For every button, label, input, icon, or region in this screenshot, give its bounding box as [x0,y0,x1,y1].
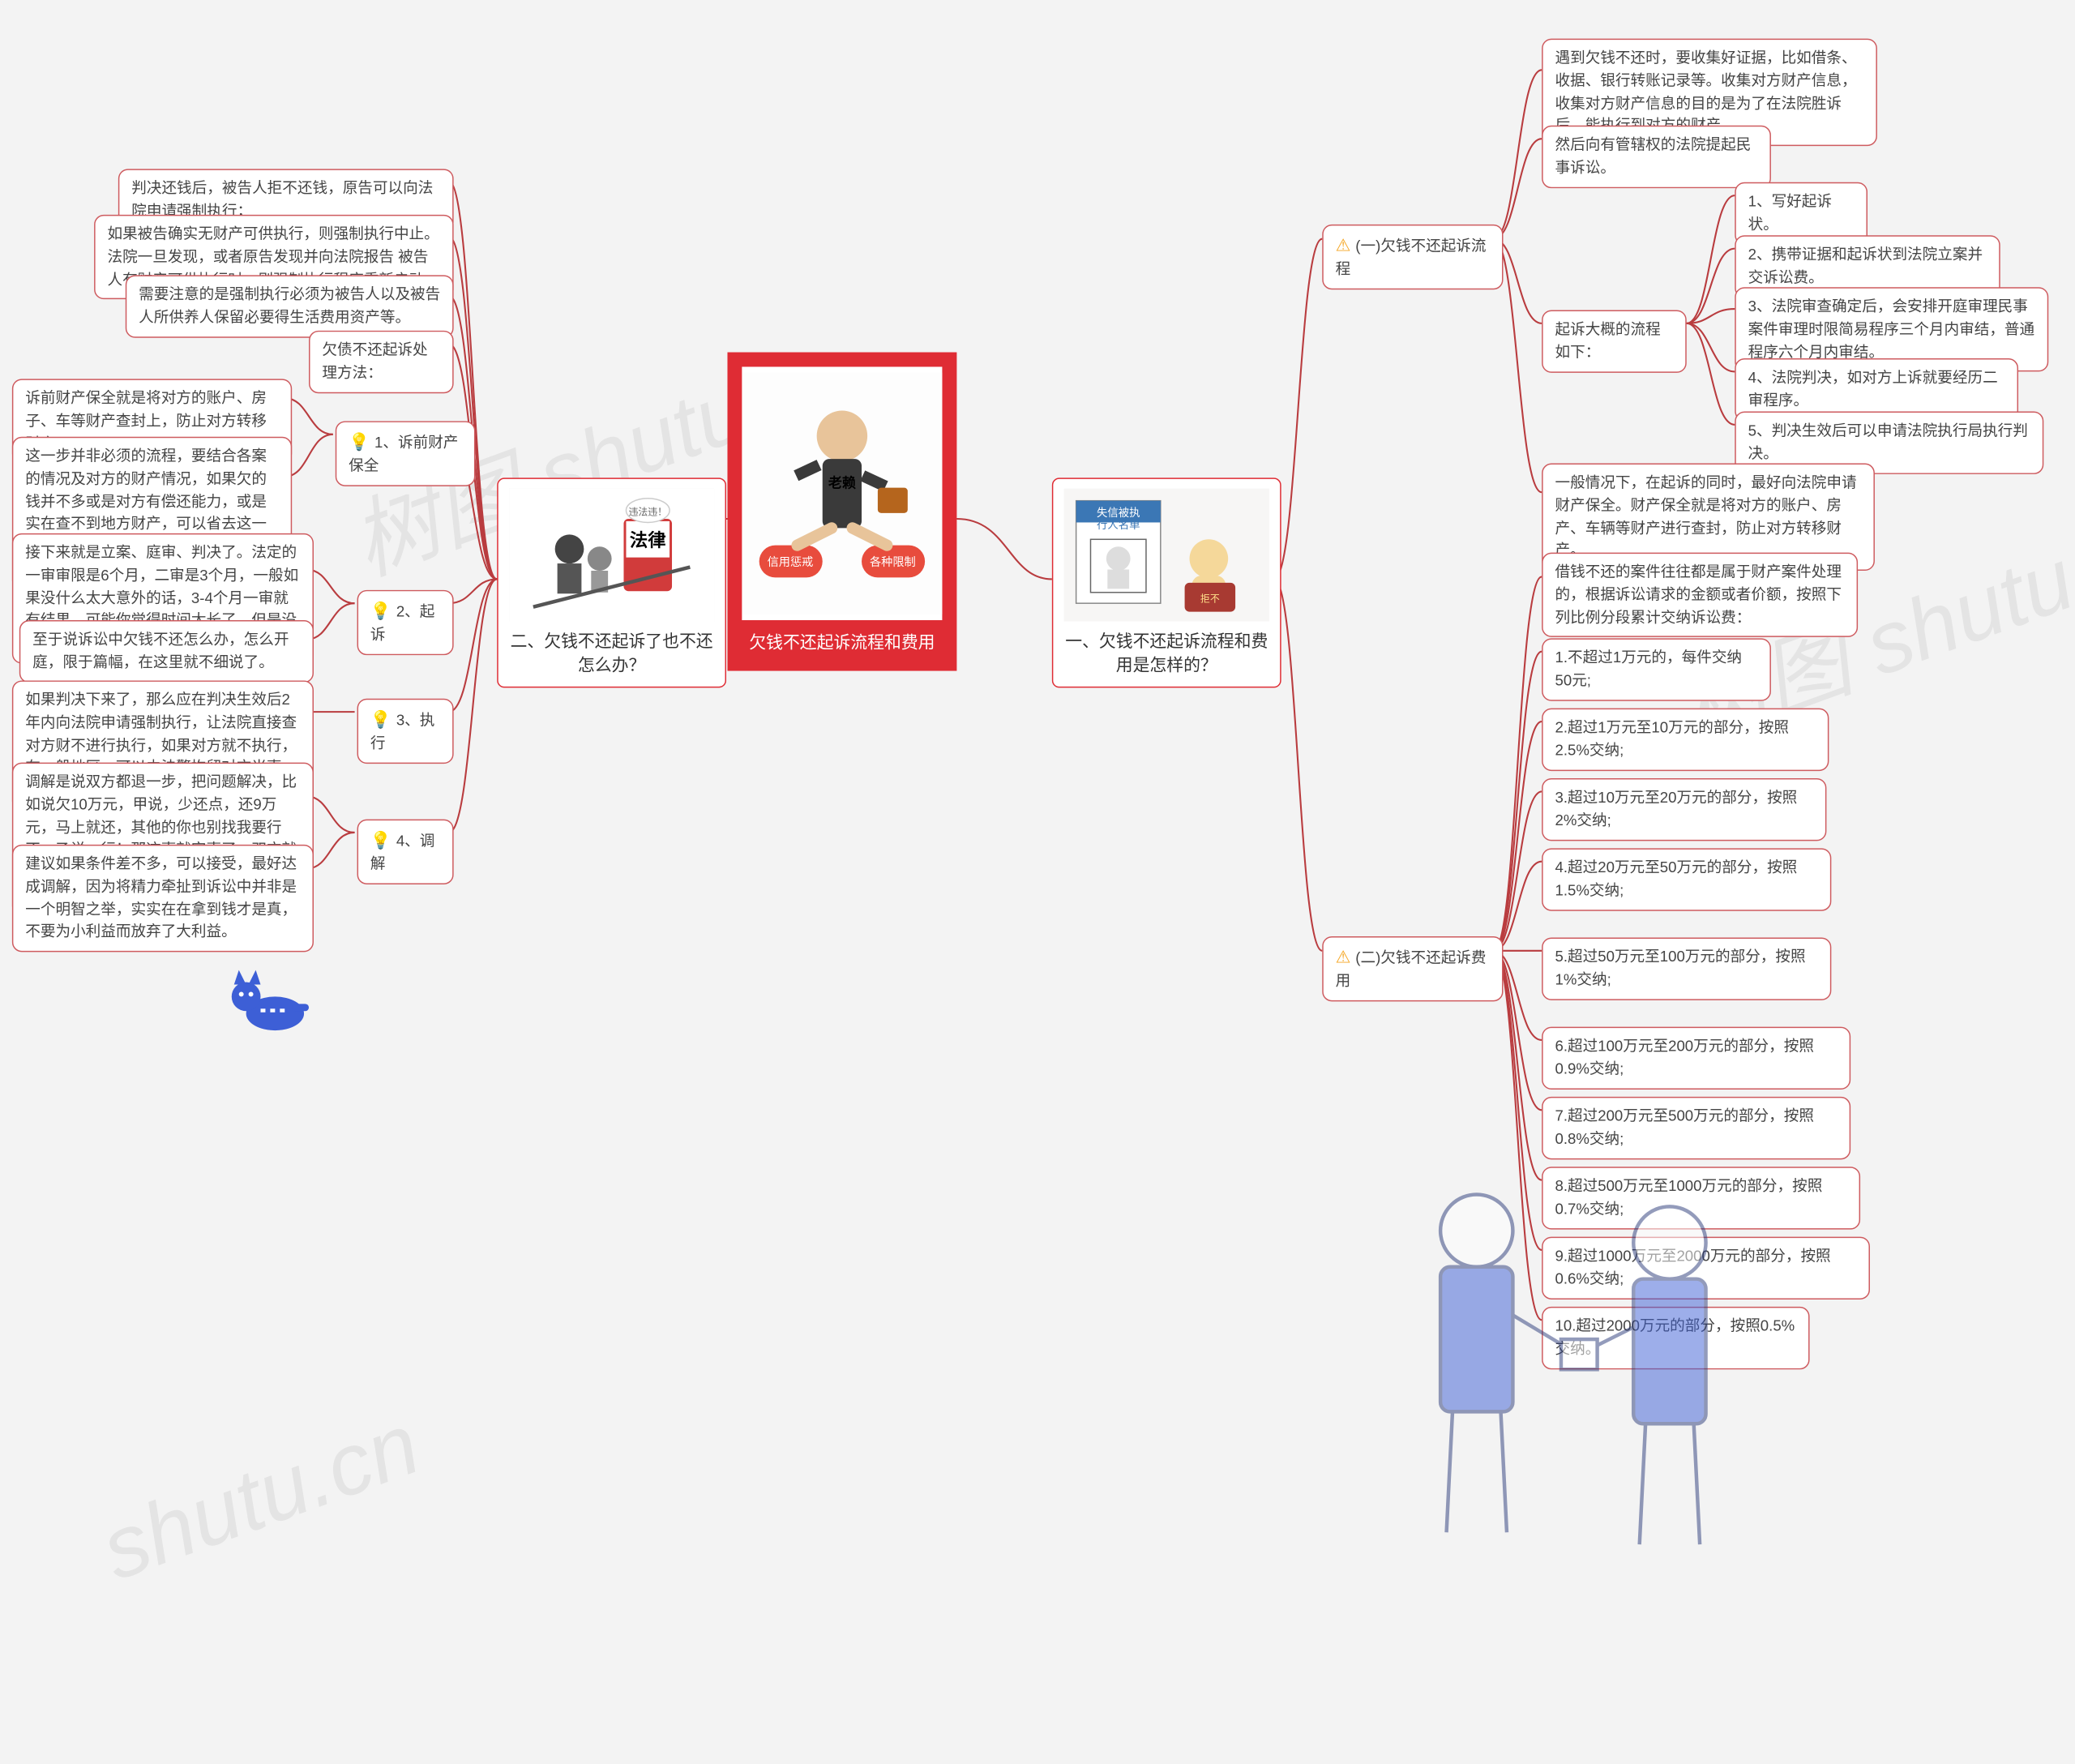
center-image: 老赖 信用惩戒 各种限制 [742,366,942,620]
leaf-node[interactable]: 2.超过1万元至10万元的部分，按照2.5%交纳; [1542,709,1829,771]
leaf-node[interactable]: 需要注意的是强制执行必须为被告人以及被告人所供养人保留必要得生活费用资产等。 [126,275,454,337]
leaf-node[interactable]: 借钱不还的案件往往都是属于财产案件处理的，根据诉讼请求的金额或者价额，按照下列比… [1542,553,1858,638]
leaf-node[interactable]: 10.超过2000万元的部分，按照0.5%交纳。 [1542,1307,1809,1369]
sub-node-presuit[interactable]: 1、诉前财产保全 [336,421,476,486]
sub-node-mediate[interactable]: 4、调解 [357,820,454,884]
leaf-node[interactable]: 3.超过10万元至20万元的部分，按照2%交纳; [1542,778,1826,841]
leaf-node[interactable]: 至于说诉讼中欠钱不还怎么办，怎么开庭，限于篇幅，在这里就不细说了。 [19,620,314,683]
leaf-node[interactable]: 1.不超过1万元的，每件交纳50元; [1542,638,1771,700]
svg-text:老赖: 老赖 [828,475,856,491]
left-branch-title: 二、欠钱不还起诉了也不还怎么办？ [508,628,716,677]
left-branch-image: 法律 违法违！ [509,489,714,622]
leaf-node[interactable]: 建议如果条件差不多，可以接受，最好达成调解，因为将精力牵扯到诉讼中并非是一个明智… [12,845,314,952]
leaf-node[interactable]: 4.超过20万元至50万元的部分，按照1.5%交纳; [1542,848,1831,910]
cat-doodle [217,956,314,1040]
leaf-node[interactable]: 9.超过1000万元至2000万元的部分，按照0.6%交纳; [1542,1237,1870,1299]
svg-text:失信被执: 失信被执 [1097,507,1140,519]
svg-text:各种限制: 各种限制 [870,556,916,569]
svg-text:行人名单: 行人名单 [1097,519,1140,531]
sub-node-execute[interactable]: 3、执行 [357,699,454,764]
leaf-node[interactable]: 5.超过50万元至100万元的部分，按照1%交纳; [1542,937,1831,1000]
left-branch-node[interactable]: 法律 违法违！ 二、欠钱不还起诉了也不还怎么办？ [497,477,726,687]
svg-text:法律: 法律 [630,529,666,550]
center-node[interactable]: 老赖 信用惩戒 各种限制 欠钱不还起诉流程和费用 [727,353,956,671]
right-branch-title: 一、欠钱不还起诉流程和费用是怎样的？ [1063,628,1270,677]
sub-node-process-steps[interactable]: 起诉大概的流程如下： [1542,310,1687,373]
svg-text:违法违！: 违法违！ [628,507,667,518]
right-branch-image: 失信被执 行人名单 拒不 [1064,489,1269,622]
sub-node-sue[interactable]: 2、起诉 [357,590,454,655]
leaf-node[interactable]: 8.超过500万元至1000万元的部分，按照0.7%交纳; [1542,1167,1860,1229]
sub-node-process[interactable]: (一)欠钱不还起诉流程 [1322,225,1503,289]
leaf-node[interactable]: 7.超过200万元至500万元的部分，按照0.8%交纳; [1542,1097,1850,1159]
sub-node-fees[interactable]: (二)欠钱不还起诉费用 [1322,936,1503,1001]
svg-text:信用惩戒: 信用惩戒 [768,556,814,569]
leaf-node[interactable]: 6.超过100万元至200万元的部分，按照0.9%交纳; [1542,1027,1850,1090]
right-branch-node[interactable]: 失信被执 行人名单 拒不 一、欠钱不还起诉流程和费用是怎样的？ [1052,477,1281,687]
leaf-node[interactable]: 欠债不还起诉处理方法： [309,331,454,393]
watermark: shutu.cn [89,1394,431,1599]
leaf-node[interactable]: 然后向有管辖权的法院提起民事诉讼。 [1542,126,1771,188]
svg-text:拒不: 拒不 [1200,593,1220,605]
center-title: 欠钱不还起诉流程和费用 [742,620,942,657]
